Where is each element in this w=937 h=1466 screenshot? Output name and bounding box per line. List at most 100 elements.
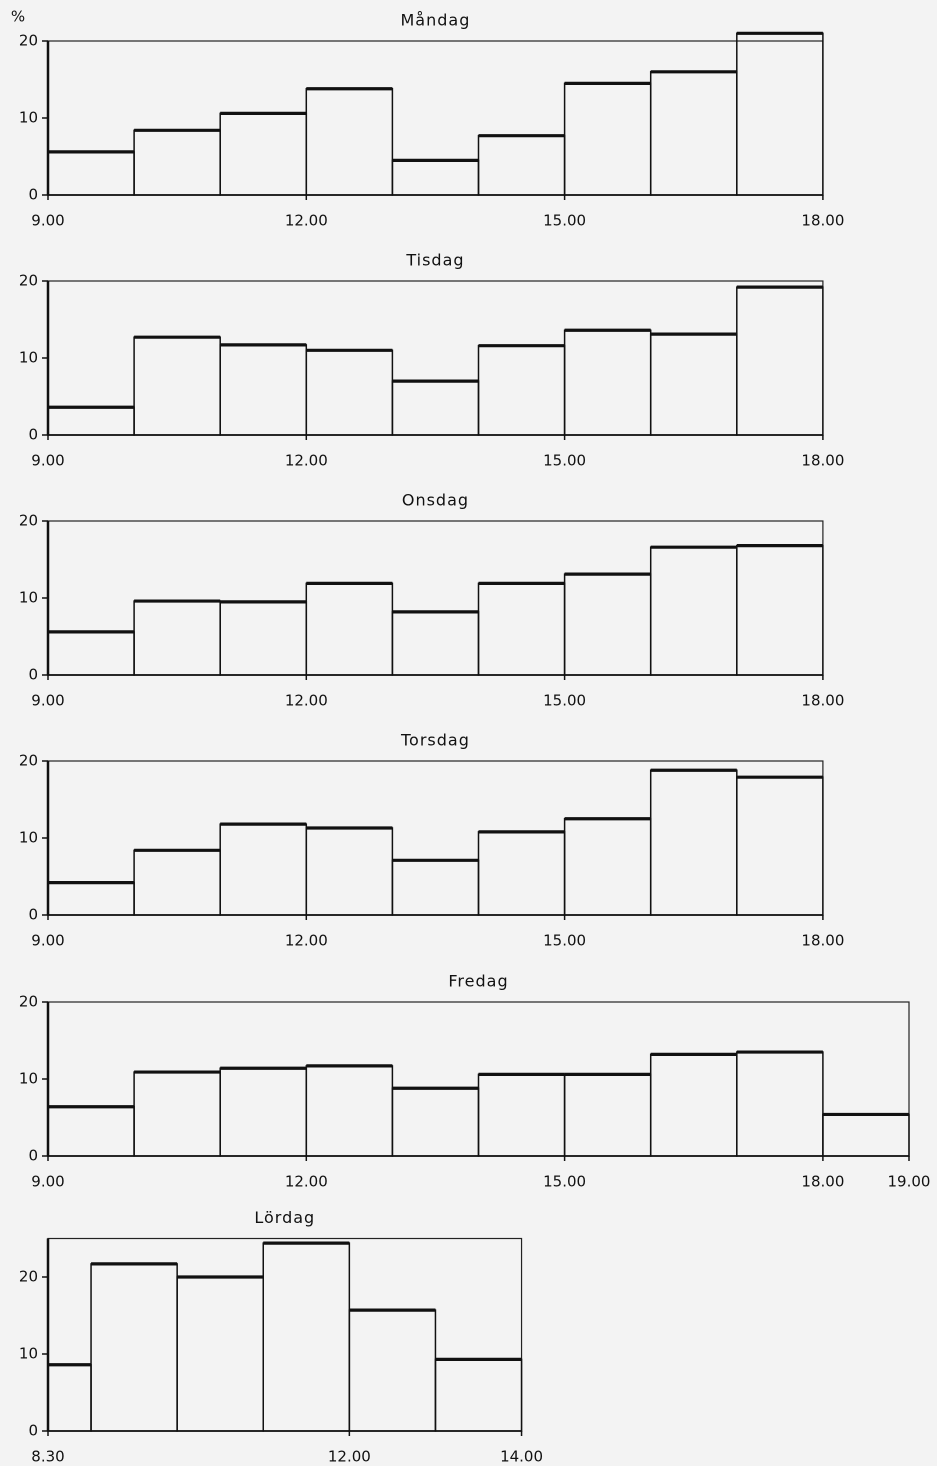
histogram-bar: [133, 600, 221, 676]
x-tick-label: 18.00: [801, 692, 844, 710]
x-tick-label: 18.00: [801, 212, 844, 230]
histogram-bar: [477, 831, 566, 916]
histogram-bar: [736, 776, 824, 916]
y-tick-label: 10: [19, 1345, 38, 1363]
x-tick-label: 18.00: [801, 452, 844, 470]
y-tick-label: 0: [28, 1422, 38, 1440]
histogram-bar: [47, 406, 135, 436]
histogram-bar: [391, 859, 480, 916]
x-tick-label: 12.00: [285, 1173, 328, 1191]
x-tick-label: 18.00: [801, 932, 844, 950]
histogram-bar: [736, 286, 824, 436]
histogram-bar: [219, 344, 308, 436]
histogram-bar: [563, 1073, 652, 1157]
histogram-bar: [348, 1309, 437, 1432]
histogram-bar: [649, 71, 738, 196]
plot-frame: [47, 520, 824, 676]
histogram-bar: [90, 1263, 178, 1432]
histogram-bar: [133, 336, 221, 436]
histogram-bar: [477, 582, 566, 676]
histogram-bar: [47, 881, 135, 916]
x-tick-label: 9.00: [31, 452, 64, 470]
y-tick-label: 0: [28, 1147, 38, 1165]
x-tick-label: 12.00: [328, 1448, 371, 1466]
x-tick-label: 9.00: [31, 692, 64, 710]
y-tick-label: 10: [19, 109, 38, 127]
y-tick-label: 0: [28, 186, 38, 204]
histogram-bar: [305, 582, 394, 676]
histogram-bar: [649, 546, 738, 676]
histogram-bar: [305, 1065, 394, 1157]
plot-frame: [47, 1237, 523, 1432]
x-tick-label: 9.00: [31, 932, 64, 950]
chart-title: Fredag: [448, 972, 508, 991]
histogram-bar: [133, 849, 221, 916]
histogram-bar: [391, 380, 480, 436]
y-tick-label: 20: [19, 993, 38, 1011]
histogram-bar: [219, 601, 308, 676]
histogram-bar: [133, 129, 221, 196]
histogram-bar: [649, 1053, 738, 1157]
chart-title: Onsdag: [402, 491, 469, 510]
y-tick-label: 0: [28, 666, 38, 684]
histogram-bar: [477, 1073, 566, 1157]
histogram-bar: [47, 631, 135, 676]
x-tick-label: 15.00: [543, 692, 586, 710]
chart-title: Måndag: [401, 11, 471, 30]
histogram-bar: [391, 159, 480, 196]
x-tick-label: 15.00: [543, 1173, 586, 1191]
y-tick-label: 20: [19, 512, 38, 530]
histogram-bar: [47, 1105, 135, 1157]
x-tick-label: 12.00: [285, 452, 328, 470]
y-tick-label: 20: [19, 1268, 38, 1286]
histogram-bar: [47, 1364, 92, 1432]
y-tick-label: 0: [28, 906, 38, 924]
y-tick-label: 10: [19, 589, 38, 607]
histogram-bar: [649, 769, 738, 916]
y-tick-label: 10: [19, 1070, 38, 1088]
x-tick-label: 15.00: [543, 932, 586, 950]
plot-frame: [47, 280, 824, 436]
histogram-bar: [219, 112, 308, 196]
y-tick-label: 20: [19, 32, 38, 50]
histogram-bar: [262, 1242, 351, 1432]
y-tick-label: 20: [19, 272, 38, 290]
x-tick-label: 8.30: [31, 1448, 64, 1466]
x-tick-label: 18.00: [801, 1173, 844, 1191]
histogram-bar: [563, 329, 652, 436]
histogram-bar: [736, 1051, 824, 1157]
x-tick-label: 15.00: [543, 212, 586, 230]
histogram-bar: [477, 134, 566, 196]
x-tick-label: 12.00: [285, 932, 328, 950]
histogram-bar: [47, 151, 135, 196]
chart-title: Torsdag: [400, 731, 470, 750]
x-tick-label: 14.00: [500, 1448, 543, 1466]
x-tick-label: 12.00: [285, 212, 328, 230]
histogram-bar: [736, 544, 824, 676]
histogram-bar: [563, 82, 652, 196]
y-tick-label: 0: [28, 426, 38, 444]
histogram-bar: [434, 1358, 523, 1432]
histogram-bar: [305, 827, 394, 916]
y-tick-label: 10: [19, 349, 38, 367]
histogram-bar: [563, 818, 652, 916]
chart-title: Lördag: [254, 1208, 315, 1227]
plot-frame: [47, 40, 824, 196]
y-axis-label: %: [11, 8, 25, 26]
chart-title: Tisdag: [405, 251, 464, 270]
y-tick-label: 10: [19, 829, 38, 847]
histogram-bar: [305, 349, 394, 436]
histogram-bar: [176, 1276, 264, 1432]
histogram-bar: [477, 344, 566, 436]
histogram-bar: [305, 87, 394, 196]
x-tick-label: 19.00: [888, 1173, 931, 1191]
histogram-bar: [736, 32, 824, 196]
x-tick-label: 12.00: [285, 692, 328, 710]
histogram-bar: [219, 823, 308, 916]
y-tick-label: 20: [19, 752, 38, 770]
histogram-bar: [219, 1067, 308, 1157]
histogram-bar: [822, 1113, 910, 1157]
histogram-bar: [133, 1071, 221, 1157]
x-tick-label: 9.00: [31, 212, 64, 230]
